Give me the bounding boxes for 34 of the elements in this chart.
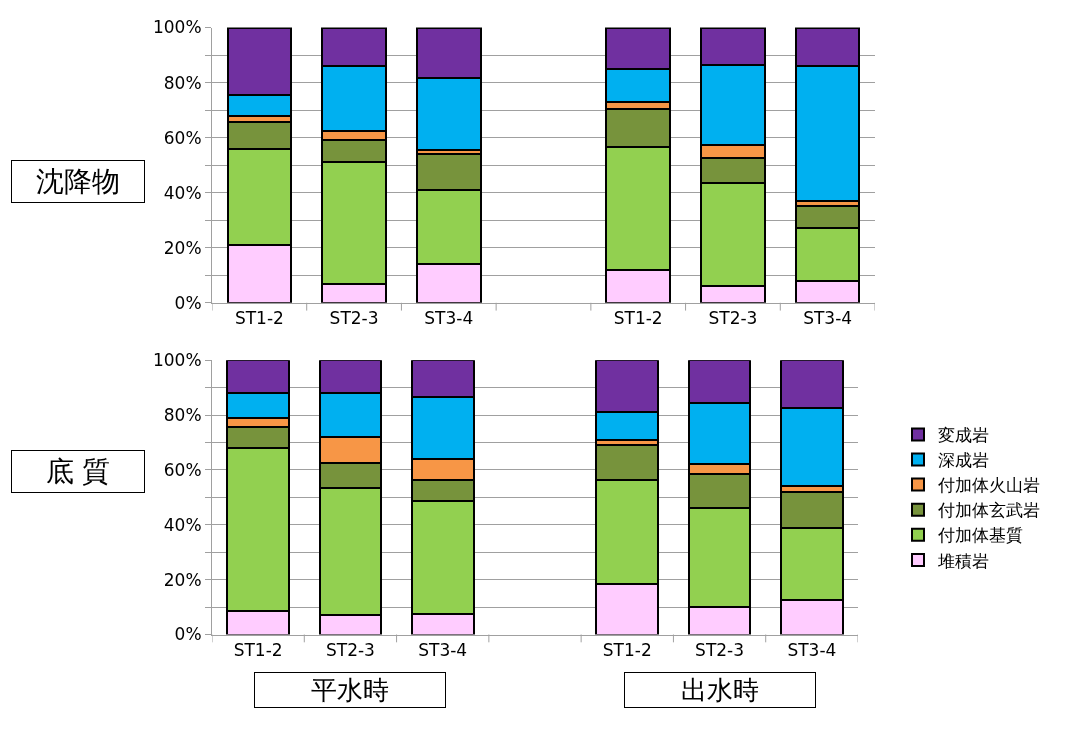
legend-label: 付加体基質	[937, 525, 1023, 546]
y-tick-label: 40%	[163, 182, 202, 203]
text: 底 質	[45, 455, 111, 488]
y-tick-label: 80%	[163, 72, 202, 93]
legend-label: 変成岩	[938, 425, 989, 446]
x-tick-label: ST1-2	[613, 308, 663, 329]
y-tick-label: 20%	[163, 569, 202, 590]
y-tick-label: 0%	[174, 624, 202, 645]
text: 沈降物	[36, 165, 120, 198]
y-tick-label: 100%	[152, 17, 202, 38]
y-tick-label: 0%	[174, 292, 202, 313]
y-tick-label: 100%	[152, 350, 202, 371]
x-tick-label: ST1-2	[234, 308, 284, 329]
legend-label: 深成岩	[938, 450, 989, 471]
x-tick-label: ST2-3	[708, 308, 758, 329]
legend-label: 堆積岩	[937, 550, 989, 571]
x-tick-label: ST3-4	[787, 639, 837, 660]
y-tick-label: 60%	[163, 127, 202, 148]
x-tick-label: ST1-2	[602, 639, 652, 660]
legend-label: 付加体火山岩	[937, 475, 1040, 496]
x-tick-label: ST3-4	[424, 308, 474, 329]
y-tick-label: 80%	[163, 405, 202, 426]
text: 出水時	[681, 675, 759, 705]
x-tick-label: ST2-3	[325, 639, 375, 660]
x-tick-label: ST1-2	[233, 639, 283, 660]
x-tick-label: ST2-3	[329, 308, 379, 329]
x-tick-label: ST3-4	[418, 639, 468, 660]
x-tick-label: ST2-3	[695, 639, 745, 660]
legend-label: 付加体玄武岩	[937, 500, 1040, 521]
text: 平水時	[311, 675, 389, 705]
y-tick-label: 40%	[163, 514, 202, 535]
y-tick-label: 20%	[163, 237, 202, 258]
y-tick-label: 60%	[163, 459, 202, 480]
x-tick-label: ST3-4	[803, 308, 853, 329]
